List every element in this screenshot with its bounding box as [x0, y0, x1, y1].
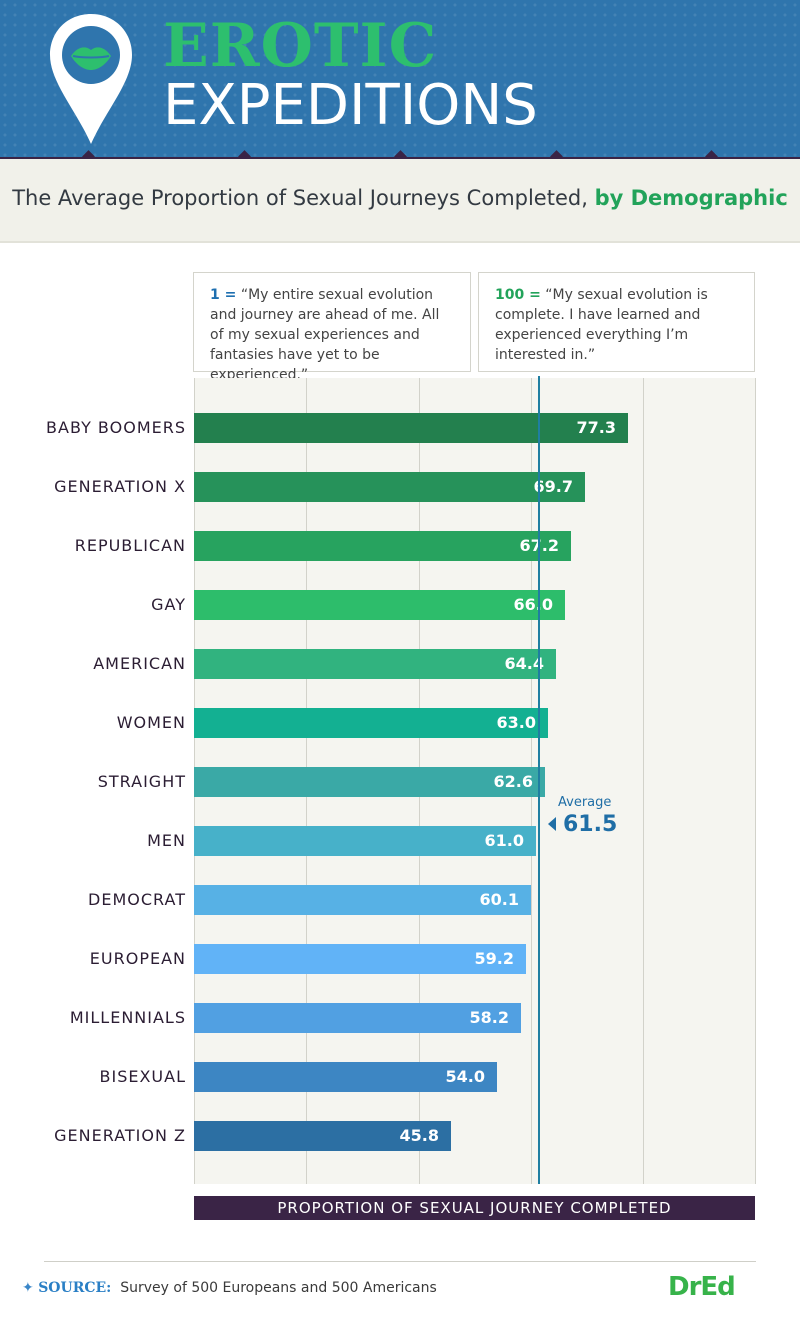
definition-low: 1 = “My entire sexual evolution and jour… [193, 272, 471, 383]
category-label: AMERICAN [93, 654, 186, 673]
subtitle-highlight: by Demographic [594, 186, 788, 210]
x-axis-label: PROPORTION OF SEXUAL JOURNEY COMPLETED [194, 1196, 755, 1220]
subtitle-text: The Average Proportion of Sexual Journey… [12, 186, 595, 210]
definition-low-number: 1 = [210, 287, 237, 303]
definition-high: 100 = “My sexual evolution is complete. … [478, 272, 755, 372]
bar-value-label: 45.8 [399, 1126, 439, 1145]
category-label: GAY [151, 595, 186, 614]
category-label: DEMOCRAT [88, 890, 186, 909]
category-label: REPUBLICAN [74, 536, 186, 555]
bar: 54.0 [194, 1062, 497, 1092]
gridline [755, 378, 756, 1184]
average-label: Average [558, 795, 612, 810]
bar: 77.3 [194, 413, 628, 443]
bar: 69.7 [194, 472, 585, 502]
category-label: GENERATION Z [54, 1126, 186, 1145]
bar-value-label: 69.7 [533, 477, 573, 496]
lips-pin-icon [50, 14, 132, 144]
star-icon: ✦ [22, 1280, 34, 1296]
header-banner: EROTIC EXPEDITIONS [0, 0, 800, 159]
bar: 63.0 [194, 708, 548, 738]
gridline [643, 378, 644, 1184]
source-label: SOURCE: [38, 1280, 112, 1296]
average-value: 61.5 [563, 812, 618, 837]
bar: 45.8 [194, 1121, 451, 1151]
bar-value-label: 63.0 [496, 713, 536, 732]
bar-value-label: 60.1 [479, 890, 519, 909]
average-arrow-icon [548, 817, 556, 831]
bar: 66.0 [194, 590, 565, 620]
bar: 67.2 [194, 531, 571, 561]
category-label: EUROPEAN [89, 949, 186, 968]
bar-value-label: 54.0 [445, 1067, 485, 1086]
bar-value-label: 64.4 [504, 654, 544, 673]
bar: 58.2 [194, 1003, 521, 1033]
category-label: MILLENNIALS [69, 1008, 186, 1027]
bar: 64.4 [194, 649, 556, 679]
category-label: MEN [147, 831, 186, 850]
category-label: BABY BOOMERS [46, 418, 186, 437]
category-label: GENERATION X [54, 477, 186, 496]
source-note: ✦ SOURCE: Survey of 500 Europeans and 50… [22, 1280, 437, 1296]
chart-subtitle: The Average Proportion of Sexual Journey… [0, 186, 800, 210]
bar-value-label: 61.0 [484, 831, 524, 850]
source-text: Survey of 500 Europeans and 500 American… [120, 1280, 437, 1296]
definition-low-text: “My entire sexual evolution and journey … [210, 287, 440, 383]
brand-logo: DrEd [668, 1272, 736, 1302]
bar-value-label: 77.3 [576, 418, 616, 437]
category-label: BISEXUAL [99, 1067, 186, 1086]
bar: 59.2 [194, 944, 526, 974]
subtitle-band [0, 159, 800, 243]
bar-value-label: 62.6 [493, 772, 533, 791]
bar-value-label: 66.0 [513, 595, 553, 614]
bar: 61.0 [194, 826, 536, 856]
bar: 60.1 [194, 885, 531, 915]
footer-divider [44, 1261, 756, 1262]
title-line-2: EXPEDITIONS [163, 73, 538, 138]
definition-high-number: 100 = [495, 287, 541, 303]
category-label: WOMEN [116, 713, 186, 732]
bar-value-label: 59.2 [474, 949, 514, 968]
bar-value-label: 58.2 [469, 1008, 509, 1027]
category-label: STRAIGHT [97, 772, 186, 791]
title-line-1: EROTIC [163, 11, 438, 81]
average-line [538, 376, 540, 1184]
bar: 62.6 [194, 767, 545, 797]
definition-high-text: “My sexual evolution is complete. I have… [495, 287, 708, 363]
